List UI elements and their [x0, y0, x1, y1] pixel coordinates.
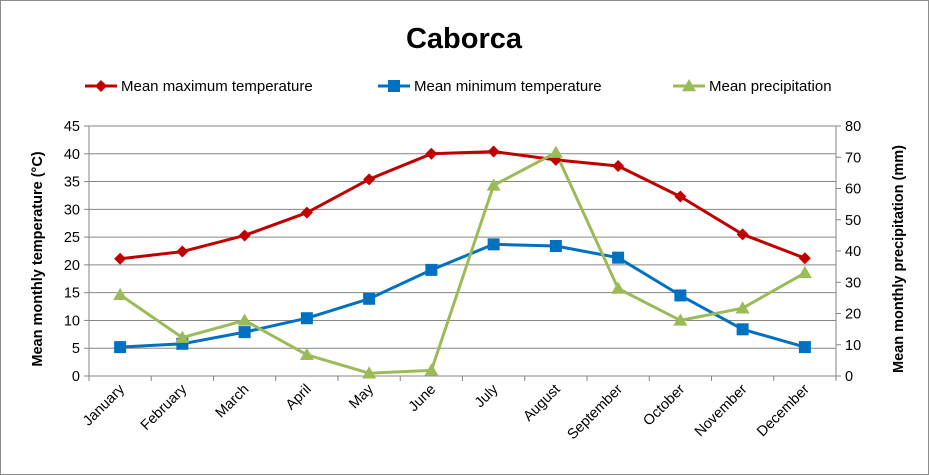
data-point [674, 289, 687, 302]
x-axis-tick-label: May [346, 381, 377, 412]
data-point [548, 145, 563, 158]
data-point [300, 312, 313, 325]
data-point [299, 347, 314, 360]
right-axis-tick-label: 80 [845, 119, 861, 135]
data-point [487, 145, 500, 158]
series-line [119, 151, 806, 375]
data-point [549, 240, 562, 252]
chart-title: Caborca [406, 23, 523, 55]
axes [84, 125, 841, 381]
data-point [487, 238, 500, 251]
right-axis-tick-label: 20 [845, 307, 861, 323]
right-axis-tick-label: 70 [845, 150, 861, 166]
data-point [114, 341, 127, 354]
x-axis-tick-label: October [640, 381, 688, 429]
data-point [362, 366, 377, 379]
data-point [300, 206, 313, 219]
legend-swatch-marker [388, 80, 400, 92]
data-point [238, 229, 251, 242]
right-axis-title: Mean monthly precipitation (mm) [891, 145, 907, 373]
data-point [798, 341, 811, 354]
x-axis-tick-label: November [692, 381, 751, 440]
legend-label: Mean minimum temperature [414, 78, 602, 95]
data-point [175, 330, 190, 343]
gridlines [89, 125, 836, 349]
x-axis-ticks: January February March April May June July Augu… [80, 381, 813, 443]
left-axis-tick-label: 30 [64, 202, 80, 218]
right-axis-tick-label: 50 [845, 213, 861, 229]
right-axis-tick-label: 30 [845, 275, 861, 291]
data-point [486, 178, 501, 191]
left-axis-tick-label: 40 [64, 147, 80, 163]
right-axis-tick-label: 0 [845, 369, 853, 385]
data-point [237, 313, 252, 326]
data-point [736, 228, 749, 241]
legend: Mean maximum temperature Mean minimum tem… [85, 78, 832, 95]
data-point [424, 363, 439, 376]
left-axis-tick-label: 35 [64, 175, 80, 191]
data-point [114, 252, 127, 265]
left-axis-tick-label: 0 [72, 369, 80, 385]
legend-label: Mean maximum temperature [121, 78, 313, 95]
data-point [363, 292, 376, 305]
x-axis-tick-label: September [564, 381, 626, 443]
x-axis-tick-label: March [213, 382, 253, 422]
data-point [238, 326, 251, 339]
data-point [176, 245, 189, 258]
right-axis-tick-label: 10 [845, 338, 861, 354]
x-axis-tick-label: June [406, 382, 440, 416]
data-point [113, 287, 128, 300]
series-lines [119, 150, 806, 375]
right-axis-tick-label: 40 [845, 244, 861, 260]
data-point [735, 301, 750, 314]
data-point [612, 160, 625, 172]
x-axis-tick-label: August [520, 382, 563, 425]
data-point [797, 265, 812, 279]
left-axis-tick-label: 25 [64, 230, 80, 246]
data-point [611, 281, 626, 294]
series-line [119, 150, 806, 261]
x-axis-tick-label: July [472, 381, 502, 411]
left-axis-tick-label: 20 [64, 258, 80, 274]
right-axis-tick-label: 60 [845, 182, 861, 198]
data-point [425, 263, 438, 276]
left-axis-tick-label: 5 [72, 341, 80, 357]
data-point [798, 252, 811, 265]
x-axis-tick-label: April [283, 382, 315, 414]
x-axis-tick-label: December [754, 381, 813, 440]
legend-swatch-marker [95, 80, 107, 92]
left-axis-tick-label: 45 [64, 119, 80, 135]
series-line [120, 242, 806, 349]
data-point [673, 313, 688, 326]
legend-swatch-marker [682, 79, 696, 92]
right-axis-ticks: 0 10 20 30 40 50 60 70 80 [845, 119, 861, 385]
left-axis-tick-label: 15 [64, 286, 80, 302]
data-point [425, 147, 438, 160]
data-point [736, 323, 749, 336]
series-markers [113, 145, 812, 379]
data-point [363, 173, 376, 186]
x-axis-tick-label: January [80, 381, 128, 429]
data-point [612, 251, 625, 264]
legend-label: Mean precipitation [709, 78, 832, 95]
x-axis-tick-label: February [138, 381, 191, 434]
left-axis-ticks: 0 5 10 15 20 25 30 35 40 45 [64, 119, 80, 385]
left-axis-title: Mean monthly temperature (°C) [30, 151, 46, 366]
data-point [674, 190, 687, 203]
left-axis-tick-label: 10 [64, 313, 80, 329]
